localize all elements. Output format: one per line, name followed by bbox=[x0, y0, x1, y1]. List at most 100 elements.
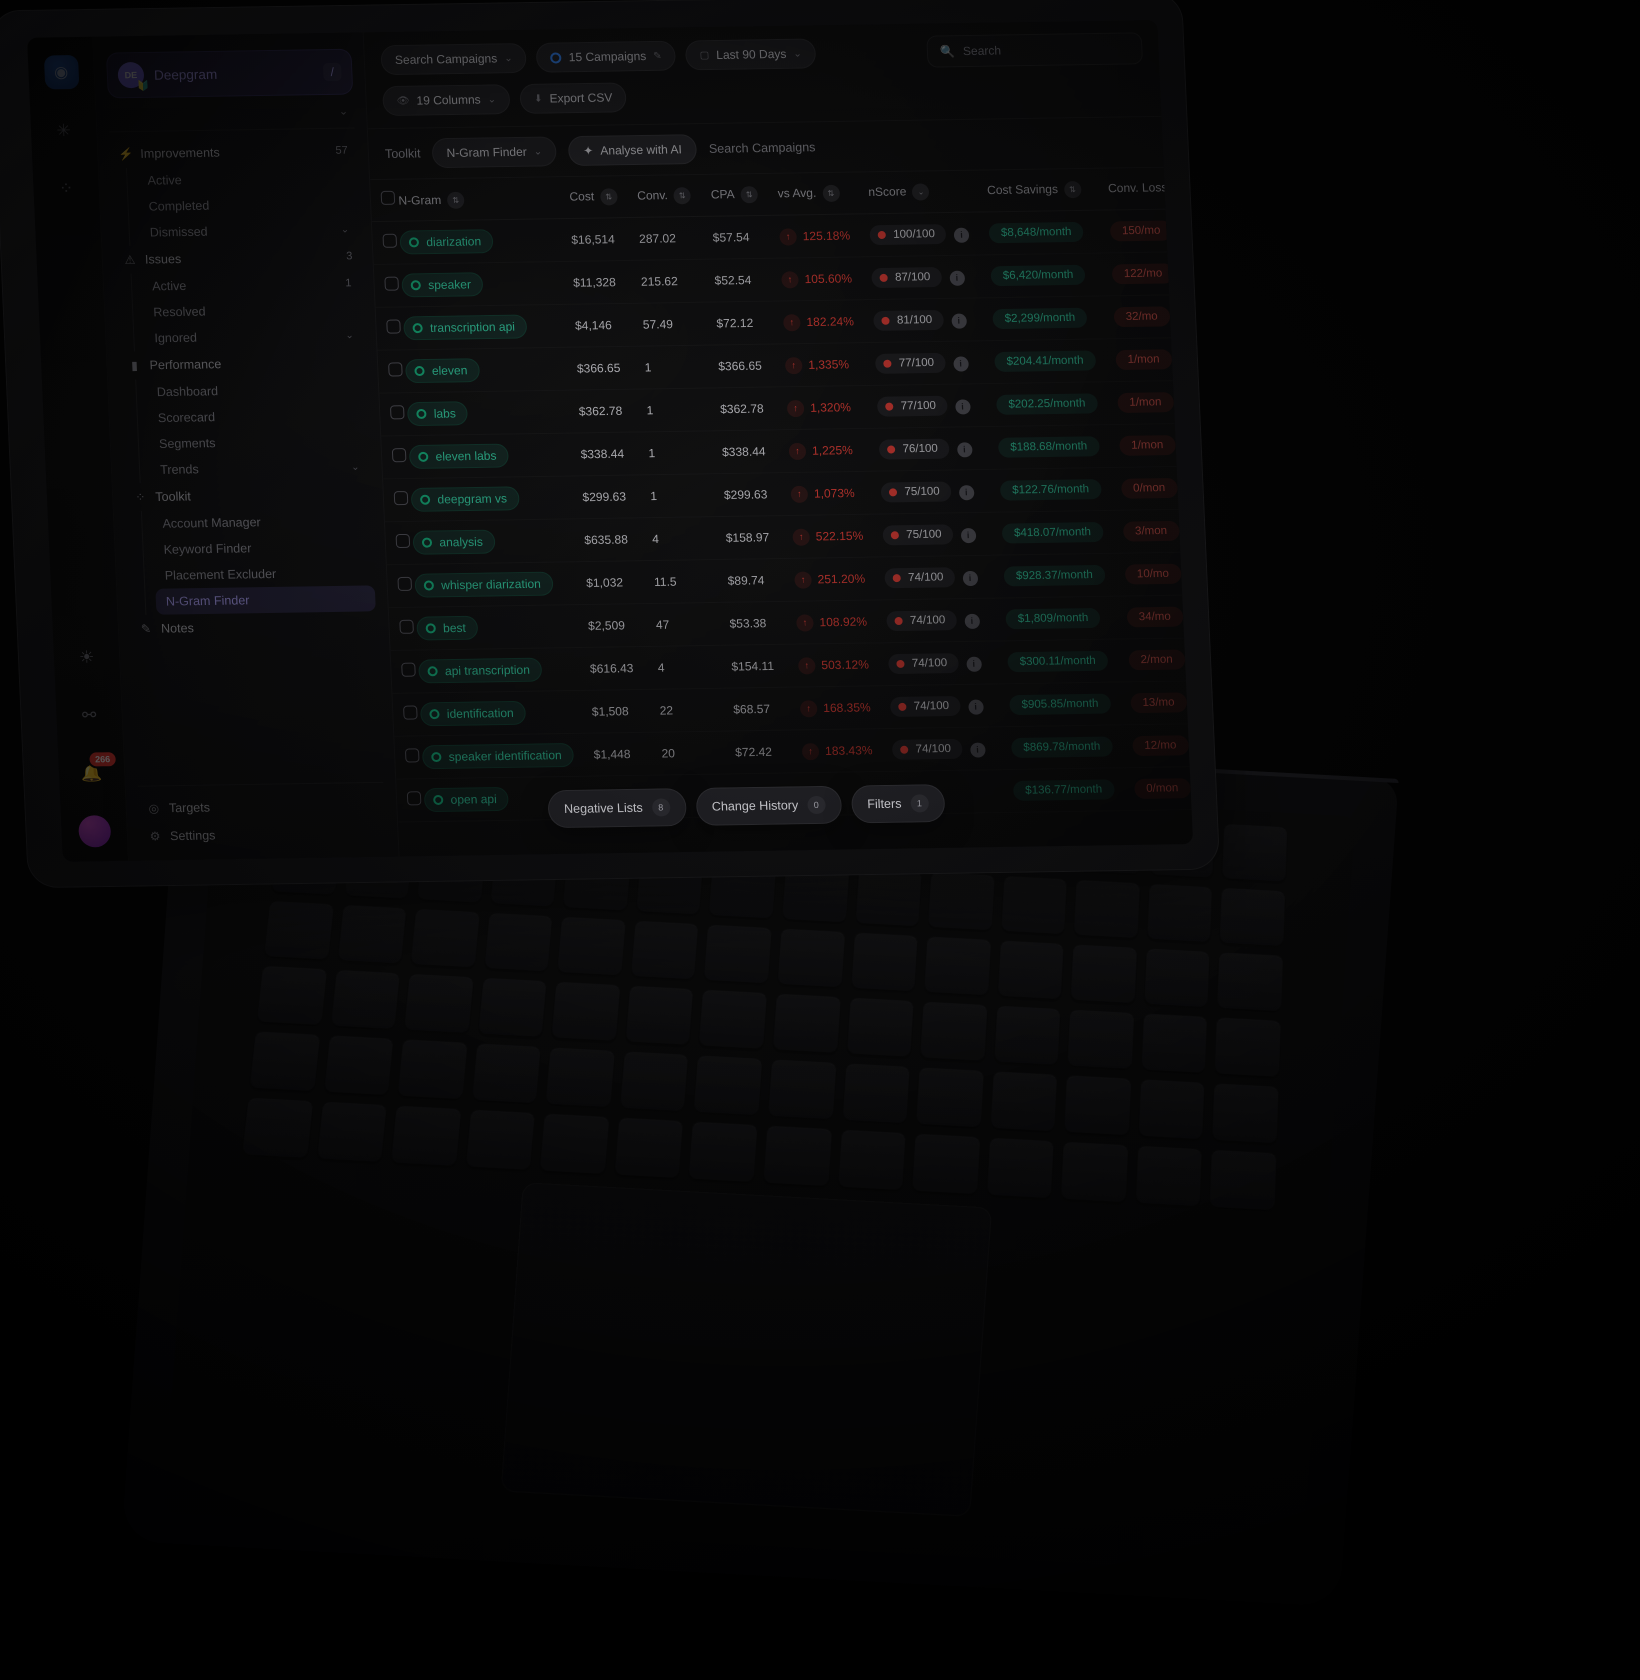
info-icon[interactable]: i bbox=[956, 441, 973, 458]
chevron-down-icon[interactable]: ⌄ bbox=[912, 183, 930, 201]
info-icon[interactable]: i bbox=[960, 527, 976, 543]
date-range-selector[interactable]: ▢ Last 90 Days ⌄ bbox=[685, 38, 817, 71]
notifications-bell-icon[interactable]: 🔔 266 bbox=[75, 750, 118, 789]
sort-icon[interactable]: ⇅ bbox=[446, 192, 465, 210]
sidebar-item-n-gram-finder[interactable]: N-Gram Finder bbox=[155, 585, 376, 615]
ngram-pill[interactable]: best bbox=[416, 616, 479, 641]
negative-lists-button[interactable]: Negative Lists 8 bbox=[547, 788, 687, 829]
ngram-pill[interactable]: transcription api bbox=[403, 314, 528, 341]
analyse-with-ai-button[interactable]: ✦ Analyse with AI bbox=[567, 134, 698, 167]
info-icon[interactable]: i bbox=[967, 699, 984, 715]
select-all-checkbox[interactable] bbox=[380, 190, 396, 205]
openai-icon[interactable]: ✳ bbox=[56, 121, 72, 141]
column-header-cost[interactable]: Cost ⇅ bbox=[558, 176, 629, 219]
sort-icon[interactable]: ⇅ bbox=[740, 186, 759, 204]
info-icon[interactable]: i bbox=[954, 398, 971, 415]
account-switcher[interactable]: DE 🔰 Deepgram / bbox=[105, 48, 354, 99]
ngram-pill[interactable]: identification bbox=[420, 701, 527, 727]
column-header-conv[interactable]: Conv. ⇅ bbox=[626, 174, 702, 218]
column-header-nscore[interactable]: nScore ⌄ bbox=[857, 170, 979, 215]
chevron-down-icon[interactable]: ⌄ bbox=[345, 329, 355, 341]
info-icon[interactable]: i bbox=[953, 227, 970, 243]
info-icon[interactable]: i bbox=[950, 313, 967, 329]
ngram-pill[interactable]: labs bbox=[407, 401, 469, 427]
info-icon[interactable]: i bbox=[958, 484, 975, 500]
search-input[interactable]: 🔍 Search bbox=[926, 32, 1144, 68]
row-checkbox[interactable] bbox=[406, 791, 422, 806]
sort-icon[interactable]: ⇅ bbox=[1172, 179, 1191, 197]
ngram-pill[interactable]: whisper diarization bbox=[414, 571, 554, 599]
chevron-down-icon[interactable]: ⌄ bbox=[350, 461, 360, 473]
ngram-pill[interactable]: eleven bbox=[405, 358, 480, 384]
info-icon[interactable]: i bbox=[949, 270, 965, 286]
sidebar-group-improvements[interactable]: ⚡ Improvements 57 bbox=[110, 136, 357, 168]
nodes-icon[interactable]: ⚯ bbox=[81, 705, 97, 725]
row-checkbox[interactable] bbox=[384, 276, 399, 292]
column-header-vs-avg[interactable]: vs Avg. ⇅ bbox=[766, 172, 860, 216]
account-shortcut[interactable]: / bbox=[322, 62, 342, 82]
sidebar-item-settings[interactable]: ⚙ Settings bbox=[139, 819, 386, 851]
info-icon[interactable]: i bbox=[962, 570, 978, 586]
sidebar-item-scorecard[interactable]: Scorecard bbox=[147, 402, 368, 431]
row-checkbox[interactable] bbox=[395, 534, 411, 549]
row-checkbox[interactable] bbox=[382, 233, 398, 249]
sidebar-group-issues[interactable]: ⚠ Issues 3 bbox=[114, 242, 361, 274]
row-checkbox[interactable] bbox=[393, 491, 409, 506]
sidebar-item-segments[interactable]: Segments bbox=[148, 428, 369, 457]
theme-sun-icon[interactable]: ☀ bbox=[78, 647, 95, 667]
sidebar-item-keyword-finder[interactable]: Keyword Finder bbox=[153, 533, 374, 562]
row-checkbox[interactable] bbox=[386, 319, 401, 334]
row-checkbox[interactable] bbox=[388, 362, 403, 377]
info-icon[interactable]: i bbox=[969, 742, 986, 758]
ngram-pill[interactable]: open api bbox=[424, 787, 510, 813]
sidebar-item-notes[interactable]: ✎ Notes bbox=[130, 611, 377, 643]
info-icon[interactable]: i bbox=[952, 356, 969, 372]
ngram-pill[interactable]: deepgram vs bbox=[410, 486, 520, 513]
sort-icon[interactable]: ⇅ bbox=[599, 188, 618, 206]
row-checkbox[interactable] bbox=[391, 448, 407, 463]
ngram-table-wrapper[interactable]: N-Gram ⇅ Cost ⇅ Conv. ⇅ CPA ⇅ vs Avg. ⇅ nScore ⌄ Cos… bbox=[370, 167, 1194, 857]
grid-dots-icon[interactable]: ⁘ bbox=[58, 178, 74, 199]
row-checkbox[interactable] bbox=[404, 748, 420, 763]
info-icon[interactable]: i bbox=[965, 656, 982, 672]
edit-pencil-icon[interactable]: ✎ bbox=[653, 50, 662, 62]
ngram-pill[interactable]: analysis bbox=[412, 529, 496, 556]
info-icon[interactable]: i bbox=[964, 613, 980, 629]
sidebar-item-targets[interactable]: ◎ Targets bbox=[138, 791, 385, 823]
search-campaigns-dropdown[interactable]: Search Campaigns ⌄ bbox=[380, 42, 528, 76]
ngram-pill[interactable]: diarization bbox=[399, 229, 494, 255]
row-checkbox[interactable] bbox=[389, 405, 405, 420]
column-header-cost-savings[interactable]: Cost Savings ⇅ bbox=[976, 168, 1099, 213]
sidebar-group-toolkit[interactable]: ⁘ Toolkit bbox=[125, 480, 372, 512]
brand-logo-icon[interactable]: ◉ bbox=[43, 55, 79, 90]
filters-button[interactable]: Filters 1 bbox=[850, 784, 946, 824]
sidebar-item-ignored[interactable]: Ignored ⌄ bbox=[144, 322, 365, 351]
sort-icon[interactable]: ⇅ bbox=[1063, 181, 1082, 199]
export-csv-button[interactable]: ⬇ Export CSV bbox=[519, 82, 628, 114]
toolkit-selector[interactable]: N-Gram Finder ⌄ bbox=[431, 136, 557, 169]
column-header-n-gram[interactable]: N-Gram ⇅ bbox=[370, 177, 561, 222]
sidebar-collapse-caret-icon[interactable]: ⌄ bbox=[338, 105, 349, 118]
sidebar-item-trends[interactable]: Trends ⌄ bbox=[150, 454, 371, 483]
campaigns-selector[interactable]: 15 Campaigns ✎ bbox=[536, 40, 677, 73]
sidebar-item-resolved[interactable]: Resolved bbox=[143, 296, 364, 325]
column-header-conv-loss[interactable]: Conv. Loss ⇅ bbox=[1097, 167, 1194, 211]
trackpad[interactable] bbox=[500, 1182, 993, 1517]
columns-selector[interactable]: 👁 19 Columns ⌄ bbox=[382, 84, 511, 117]
sidebar-item-dismissed[interactable]: Dismissed ⌄ bbox=[139, 216, 360, 245]
row-checkbox[interactable] bbox=[401, 662, 416, 678]
sidebar-item-account-manager[interactable]: Account Manager bbox=[152, 508, 373, 537]
column-header-cpa[interactable]: CPA ⇅ bbox=[699, 173, 769, 217]
sidebar-item-dashboard[interactable]: Dashboard bbox=[146, 376, 367, 405]
sort-icon[interactable]: ⇅ bbox=[673, 187, 692, 205]
sidebar-group-performance[interactable]: ▮ Performance bbox=[119, 348, 366, 380]
sidebar-item-completed[interactable]: Completed bbox=[138, 190, 359, 219]
ngram-pill[interactable]: speaker identification bbox=[422, 743, 575, 770]
avatar[interactable] bbox=[77, 815, 111, 848]
chevron-down-icon[interactable]: ⌄ bbox=[340, 223, 350, 236]
sidebar-item-placement-excluder[interactable]: Placement Excluder bbox=[154, 559, 375, 588]
ngram-pill[interactable]: eleven labs bbox=[409, 443, 510, 470]
sidebar-item-active[interactable]: Active bbox=[137, 164, 358, 193]
row-checkbox[interactable] bbox=[397, 577, 413, 592]
row-checkbox[interactable] bbox=[403, 705, 418, 720]
